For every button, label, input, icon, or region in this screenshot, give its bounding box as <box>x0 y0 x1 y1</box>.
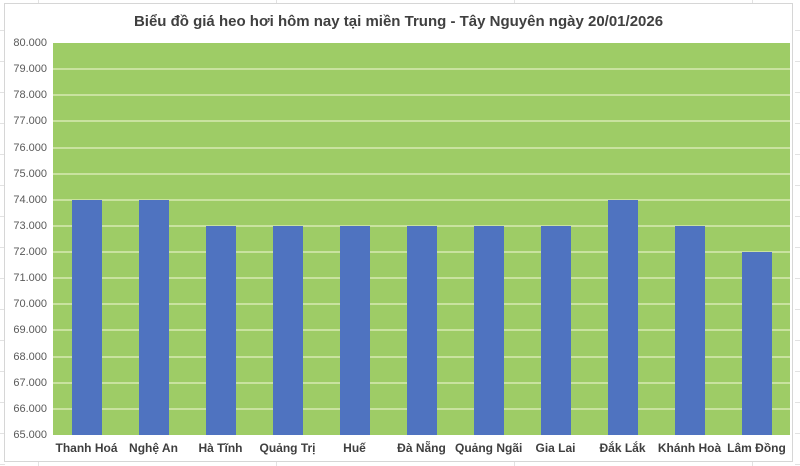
y-axis-tick-label: 75.000 <box>13 167 47 180</box>
y-axis-tick-label: 71.000 <box>13 272 47 285</box>
bar[interactable] <box>205 225 236 435</box>
x-axis-category-label: Nghệ An <box>129 441 178 455</box>
spreadsheet-gridline <box>38 0 39 4</box>
plot-area <box>53 43 790 435</box>
y-axis-tick-label: 72.000 <box>13 246 47 259</box>
gridline <box>53 94 790 97</box>
bar[interactable] <box>741 252 772 435</box>
x-axis-category-label: Hà Tĩnh <box>198 441 243 455</box>
y-axis-tick-label: 79.000 <box>13 63 47 76</box>
x-axis-category-label: Gia Lai <box>535 441 576 455</box>
spreadsheet-gridline <box>514 0 515 4</box>
gridline <box>53 68 790 71</box>
x-axis-category-label: Lâm Đồng <box>727 441 786 455</box>
y-axis-tick-label: 69.000 <box>13 324 47 337</box>
spreadsheet-gridline <box>514 462 515 466</box>
spreadsheet-gridline <box>276 462 277 466</box>
y-axis-tick-label: 70.000 <box>13 298 47 311</box>
y-axis-tick-label: 73.000 <box>13 219 47 232</box>
bar[interactable] <box>607 199 638 435</box>
bar[interactable] <box>138 199 169 435</box>
spreadsheet-gridline <box>38 462 39 466</box>
gridline <box>53 120 790 123</box>
bar[interactable] <box>339 225 370 435</box>
y-axis-tick-label: 77.000 <box>13 115 47 128</box>
bar[interactable] <box>71 199 102 435</box>
spreadsheet-gridline <box>752 462 753 466</box>
bar[interactable] <box>272 225 303 435</box>
bar[interactable] <box>406 225 437 435</box>
bar[interactable] <box>473 225 504 435</box>
gridline <box>53 146 790 149</box>
y-axis-tick-label: 74.000 <box>13 193 47 206</box>
gridline <box>53 172 790 175</box>
y-axis-tick-label: 66.000 <box>13 402 47 415</box>
y-axis-tick-label: 80.000 <box>13 37 47 49</box>
y-axis-tick-label: 65.000 <box>13 429 47 441</box>
x-axis-category-label: Quảng Trị <box>259 441 316 455</box>
spreadsheet-gridlines-left <box>0 0 5 466</box>
y-axis-tick-label: 68.000 <box>13 350 47 363</box>
spreadsheet-gridline <box>752 0 753 4</box>
bar[interactable] <box>540 225 571 435</box>
x-axis-category-label: Huế <box>343 441 366 455</box>
x-axis-category-label: Thanh Hoá <box>55 441 118 455</box>
y-axis-tick-label: 67.000 <box>13 376 47 389</box>
y-axis-tick-label: 76.000 <box>13 141 47 154</box>
x-axis-category-label: Quảng Ngãi <box>455 441 523 455</box>
bar[interactable] <box>674 225 705 435</box>
chart-title: Biểu đồ giá heo hơi hôm nay tại miền Tru… <box>133 13 664 30</box>
spreadsheet-gridlines-right <box>795 0 800 466</box>
y-axis-tick-label: 78.000 <box>13 89 47 102</box>
gridline <box>53 198 790 201</box>
x-axis-category-label: Đắk Lắk <box>599 441 646 455</box>
x-axis-category-label: Đà Nẵng <box>397 441 446 455</box>
spreadsheet-gridline <box>276 0 277 4</box>
gridline <box>53 224 790 227</box>
x-axis-category-label: Khánh Hoà <box>657 441 722 455</box>
chart-card: Biểu đồ giá heo hơi hôm nay tại miền Tru… <box>4 3 793 462</box>
